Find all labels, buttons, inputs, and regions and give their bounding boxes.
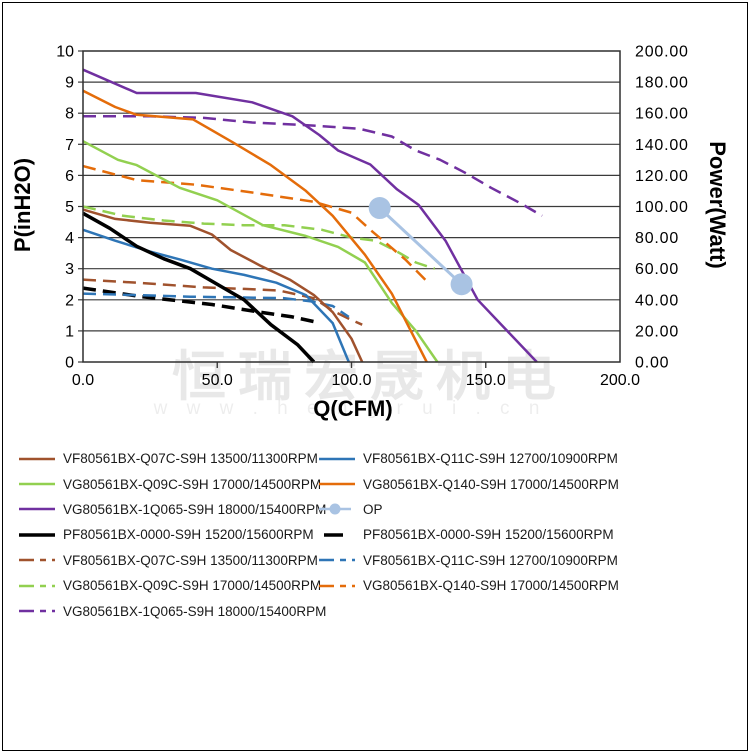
legend-entry-vf80561bx-q07c-s9h-13500-11300rpm-solid: VF80561BX-Q07C-S9H 13500/11300RPM <box>18 446 318 471</box>
left-tick-label-1: 1 <box>65 323 74 340</box>
left-tick-label-3: 3 <box>65 261 74 278</box>
legend-label: VF80561BX-Q07C-S9H 13500/11300RPM <box>63 552 318 568</box>
right-tick-label-200: 200.00 <box>635 44 689 61</box>
x-axis-title: Q(CFM) <box>313 396 393 421</box>
legend-swatch-dashed <box>19 559 55 562</box>
curve-power-vg80561bx-q140-s9h-17000-14500rpm-power <box>82 164 428 282</box>
x-tick-label-200: 200.0 <box>600 372 640 389</box>
right-tick-label-100: 100.00 <box>635 199 689 216</box>
legend-label: VG80561BX-Q140-S9H 17000/14500RPM <box>363 476 619 492</box>
left-tick-label-6: 6 <box>65 168 74 185</box>
legend-swatch-dashed <box>319 559 355 562</box>
legend-entry-vg80561bx-q09c-s9h-17000-14500rpm-dashed: VG80561BX-Q09C-S9H 17000/14500RPM <box>18 573 322 598</box>
x-tick-label-150: 150.0 <box>466 372 506 389</box>
right-tick-label-0: 0.00 <box>635 355 669 372</box>
legend-swatch-solid-thick <box>19 533 55 537</box>
right-axis-title: Power(Watt) <box>705 141 730 269</box>
legend-entry-vg80561bx-q140-s9h-17000-14500rpm-solid: VG80561BX-Q140-S9H 17000/14500RPM <box>318 471 648 496</box>
legend-label: PF80561BX-0000-S9H 15200/15600RPM <box>363 527 614 543</box>
legend-entry-vg80561bx-1q065-s9h-18000-15400rpm-solid: VG80561BX-1Q065-S9H 18000/15400RPM <box>18 497 326 522</box>
legend-label: VF80561BX-Q11C-S9H 12700/10900RPM <box>363 552 618 568</box>
legend-swatch-dashed <box>19 584 55 587</box>
legend-entry-op-solid: OP <box>318 497 648 522</box>
legend-column-1: VF80561BX-Q07C-S9H 13500/11300RPM VG80561… <box>18 446 326 624</box>
legend-swatch-dash-single <box>324 533 343 537</box>
watermark-url: w w w . h e n g r u i . c n <box>153 398 547 419</box>
legend-label: VG80561BX-Q140-S9H 17000/14500RPM <box>363 578 619 594</box>
right-tick-label-140: 140.00 <box>635 137 689 154</box>
legend-label: VG80561BX-Q09C-S9H 17000/14500RPM <box>63 578 322 594</box>
left-tick-label-4: 4 <box>65 230 74 247</box>
curve-power-vg80561bx-1q065-s9h-18000-15400rpm-power <box>83 115 543 217</box>
curve-vg80561bx-q140-s9h-17000-14500rpm <box>82 89 428 363</box>
pq-power-chart: 109876543210200.00180.00160.00140.00120.… <box>56 44 689 390</box>
curve-vf80561bx-q07c-s9h-13500-11300rpm <box>82 208 364 363</box>
legend-swatch-solid <box>319 482 355 486</box>
curve-vg80561bx-q09c-s9h-17000-14500rpm <box>82 140 439 363</box>
x-tick-label-100: 100.0 <box>331 372 371 389</box>
right-tick-label-20: 20.00 <box>635 323 679 340</box>
curve-pf80561bx-0000-s9h-15200-15600rpm <box>82 211 316 364</box>
right-tick-label-180: 180.00 <box>635 75 689 92</box>
legend-entry-vg80561bx-q09c-s9h-17000-14500rpm-solid: VG80561BX-Q09C-S9H 17000/14500RPM <box>18 471 322 496</box>
legend-label: VF80561BX-Q07C-S9H 13500/11300RPM <box>63 451 318 467</box>
legend-swatch-solid <box>19 482 55 486</box>
curve-vf80561bx-q11c-s9h-12700-10900rpm <box>82 228 350 363</box>
left-tick-label-7: 7 <box>65 137 74 154</box>
legend-swatch-solid <box>19 457 55 460</box>
right-tick-label-160: 160.00 <box>635 106 689 123</box>
legend-label: VG80561BX-1Q065-S9H 18000/15400RPM <box>63 501 327 517</box>
legend-label: PF80561BX-0000-S9H 15200/15600RPM <box>63 527 314 543</box>
plot-border <box>82 50 621 363</box>
legend-swatch-solid <box>19 508 55 511</box>
legend-entry-vg80561bx-q140-s9h-17000-14500rpm-dashed: VG80561BX-Q140-S9H 17000/14500RPM <box>318 573 648 598</box>
legend-column-2: VF80561BX-Q11C-S9H 12700/10900RPM VG80561… <box>318 446 648 598</box>
legend-label: OP <box>363 501 383 517</box>
left-tick-label-0: 0 <box>65 355 74 372</box>
op-marker-2 <box>450 273 473 296</box>
curve-power-vf80561bx-q07c-s9h-13500-11300rpm-power <box>82 278 363 326</box>
curve-power-vg80561bx-q09c-s9h-17000-14500rpm-power <box>82 205 436 270</box>
right-tick-label-40: 40.00 <box>635 292 679 309</box>
legend-label: VF80561BX-Q11C-S9H 12700/10900RPM <box>363 451 618 467</box>
legend-entry-pf80561bx-0000-s9h-15200-15600rpm-solid: PF80561BX-0000-S9H 15200/15600RPM <box>18 522 318 547</box>
op-legend-marker <box>329 503 341 515</box>
legend-entry-pf80561bx-0000-s9h-15200-15600rpm-dashed: PF80561BX-0000-S9H 15200/15600RPM <box>318 522 648 547</box>
op-marker-1 <box>368 197 391 220</box>
legend-label: VG80561BX-Q09C-S9H 17000/14500RPM <box>63 476 322 492</box>
watermark-chinese: 恒瑞宏晟机电 <box>172 347 568 407</box>
curve-power-pf80561bx-0000-s9h-15200-15600rpm-power <box>82 286 315 324</box>
right-tick-label-120: 120.00 <box>635 168 689 185</box>
legend-swatch-marker <box>319 503 351 515</box>
left-tick-label-9: 9 <box>65 75 74 92</box>
legend-label: VG80561BX-1Q065-S9H 18000/15400RPM <box>63 603 327 619</box>
legend-entry-vf80561bx-q07c-s9h-13500-11300rpm-dashed: VF80561BX-Q07C-S9H 13500/11300RPM <box>18 548 318 573</box>
right-tick-label-80: 80.00 <box>635 230 679 247</box>
x-tick-label-50: 50.0 <box>202 372 233 389</box>
legend-entry-vf80561bx-q11c-s9h-12700-10900rpm-solid: VF80561BX-Q11C-S9H 12700/10900RPM <box>318 446 648 471</box>
legend-swatch-dashed <box>319 584 355 587</box>
left-tick-label-5: 5 <box>65 199 74 216</box>
right-tick-label-60: 60.00 <box>635 261 679 278</box>
legend-swatch-solid <box>319 457 355 460</box>
legend-entry-vf80561bx-q11c-s9h-12700-10900rpm-dashed: VF80561BX-Q11C-S9H 12700/10900RPM <box>318 548 648 573</box>
legend-entry-vg80561bx-1q065-s9h-18000-15400rpm-dashed: VG80561BX-1Q065-S9H 18000/15400RPM <box>18 598 326 623</box>
curve-power-vf80561bx-q11c-s9h-12700-10900rpm-power <box>82 292 350 318</box>
left-tick-label-10: 10 <box>56 44 74 61</box>
curve-vg80561bx-1q065-s9h-18000-15400rpm <box>82 68 538 363</box>
legend-swatch-dashed <box>19 609 55 613</box>
x-tick-label-0: 0.0 <box>72 372 94 389</box>
left-tick-label-2: 2 <box>65 292 74 309</box>
left-axis-title: P(inH2O) <box>10 157 35 253</box>
left-tick-label-8: 8 <box>65 106 74 123</box>
curve-op <box>378 207 463 286</box>
